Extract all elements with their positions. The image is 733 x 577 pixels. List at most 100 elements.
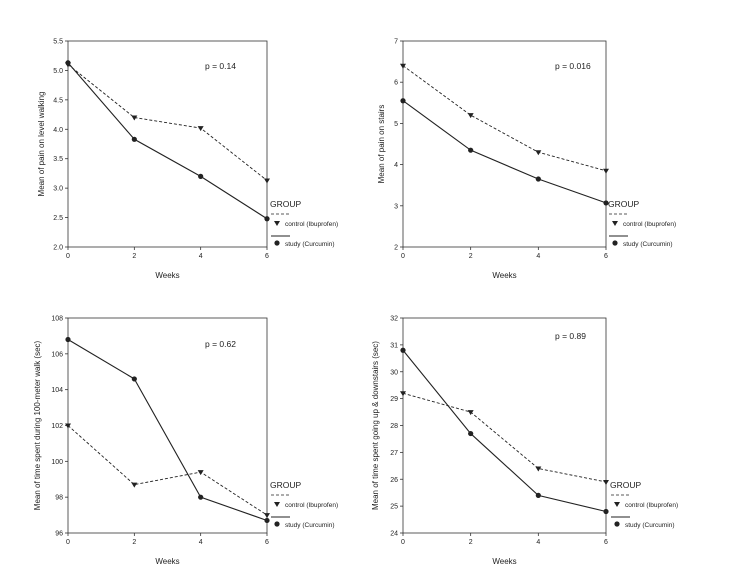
legend-control-label: control (Ibuprofen) <box>285 502 338 509</box>
y-tick-label: 29 <box>390 396 398 403</box>
y-tick-label: 2 <box>394 245 398 252</box>
y-tick-label: 7 <box>394 39 398 46</box>
x-tick-label: 2 <box>132 253 136 260</box>
control-data-point <box>535 466 542 472</box>
study-data-point <box>603 508 609 515</box>
y-tick-label: 28 <box>390 423 398 430</box>
x-axis-label: Weeks <box>492 271 516 280</box>
control-series-line <box>402 65 607 172</box>
x-tick-label: 4 <box>536 539 540 546</box>
p-value-annotation: p = 0.62 <box>205 339 236 349</box>
plot-frame <box>67 40 268 248</box>
control-data-point <box>264 513 270 519</box>
x-tick-label: 6 <box>265 253 269 260</box>
study-data-point <box>131 376 137 382</box>
control-data-point <box>603 479 609 485</box>
study-series-line <box>67 339 268 521</box>
legend-title: GROUP <box>270 480 302 490</box>
y-axis-label: Mean of time spent going up & downstairs… <box>371 341 380 510</box>
y-tick-label: 102 <box>51 423 63 430</box>
control-data-point <box>467 410 474 416</box>
x-tick-label: 0 <box>401 253 405 260</box>
y-tick-label: 5.0 <box>53 68 63 75</box>
y-tick-label: 3.5 <box>53 156 63 163</box>
x-tick-label: 0 <box>66 253 70 260</box>
y-tick-label: 2.0 <box>53 245 63 252</box>
x-tick-label: 2 <box>469 253 473 260</box>
y-tick-label: 5.5 <box>53 39 63 46</box>
control-data-point <box>264 178 270 184</box>
x-tick-label: 0 <box>66 539 70 546</box>
x-tick-label: 4 <box>199 253 203 260</box>
control-series-line <box>67 64 268 181</box>
legend-study-label: study (Curcumin) <box>285 241 334 248</box>
study-data-point <box>264 517 270 524</box>
y-tick-label: 27 <box>390 450 398 457</box>
plot-frame <box>402 317 607 534</box>
study-data-point <box>535 492 541 498</box>
legend-study-marker <box>614 521 620 527</box>
x-tick-label: 4 <box>536 253 540 260</box>
x-tick-label: 2 <box>132 539 136 546</box>
x-tick-label: 6 <box>604 539 608 546</box>
study-data-point <box>65 60 71 66</box>
study-data-point <box>65 336 71 343</box>
y-tick-label: 6 <box>394 80 398 87</box>
legend-title: GROUP <box>270 199 302 209</box>
legend-control-marker <box>614 502 620 507</box>
control-data-point <box>400 391 406 397</box>
y-tick-label: 104 <box>51 387 63 394</box>
x-tick-label: 0 <box>401 539 405 546</box>
y-tick-label: 3.0 <box>53 186 63 193</box>
y-tick-label: 2.5 <box>53 215 63 222</box>
y-tick-label: 30 <box>390 369 398 376</box>
legend-control-label: control (Ibuprofen) <box>285 221 338 228</box>
control-data-point <box>467 113 474 119</box>
control-data-point <box>603 168 609 174</box>
y-tick-label: 4.0 <box>53 127 63 134</box>
study-data-point <box>603 200 609 206</box>
legend-study-marker <box>274 521 280 527</box>
study-data-point <box>400 98 406 104</box>
y-tick-label: 4.5 <box>53 97 63 104</box>
x-tick-label: 4 <box>199 539 203 546</box>
control-data-point <box>131 482 138 488</box>
study-data-point <box>400 347 406 353</box>
legend-title: GROUP <box>610 480 642 490</box>
legend-study-label: study (Curcumin) <box>625 522 674 529</box>
control-series-line <box>67 425 268 516</box>
study-data-point <box>198 494 204 500</box>
x-axis-label: Weeks <box>492 557 516 566</box>
legend-control-label: control (Ibuprofen) <box>625 502 678 509</box>
y-tick-label: 32 <box>390 316 398 323</box>
legend-control-marker <box>612 221 618 226</box>
control-data-point <box>400 63 406 69</box>
x-axis-label: Weeks <box>155 557 179 566</box>
legend-study-label: study (Curcumin) <box>623 241 672 248</box>
study-data-point <box>198 173 204 179</box>
p-value-annotation: p = 0.016 <box>555 61 591 71</box>
control-data-point <box>65 423 71 429</box>
study-series-line <box>402 349 607 513</box>
study-data-point <box>535 176 541 182</box>
legend-study-label: study (Curcumin) <box>285 522 334 529</box>
study-series-line <box>67 62 268 220</box>
plot-frame <box>67 317 268 534</box>
y-tick-label: 25 <box>390 504 398 511</box>
control-data-point <box>197 470 204 476</box>
control-data-point <box>131 115 138 121</box>
y-tick-label: 31 <box>390 342 398 349</box>
control-data-point <box>197 126 204 132</box>
p-value-annotation: p = 0.14 <box>205 61 236 71</box>
y-axis-label: Mean of pain on level walking <box>37 92 46 197</box>
legend-study-marker <box>274 240 280 246</box>
y-axis-label: Mean of pain on stairs <box>377 105 386 184</box>
x-tick-label: 2 <box>469 539 473 546</box>
legend-control-marker <box>274 502 280 507</box>
x-axis-label: Weeks <box>155 271 179 280</box>
chart-panel-1: 2.0 2.5 3.0 3.5 4.0 4.5 5.0 5.5 0 2 4 6 Weeks Mean of… <box>37 39 338 281</box>
y-tick-label: 106 <box>51 351 63 358</box>
